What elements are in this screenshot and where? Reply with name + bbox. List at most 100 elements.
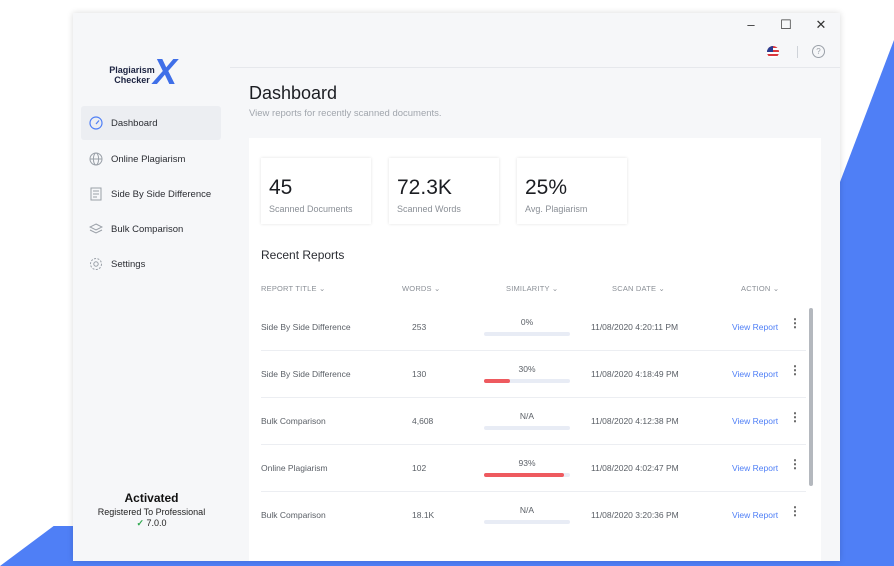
column-header-words[interactable]: WORDS ⌄ <box>402 284 441 293</box>
similarity-bar <box>484 473 570 477</box>
logo-line2: Checker <box>114 75 150 85</box>
minimize-button[interactable]: – <box>747 17 755 32</box>
stat-card-scanned-documents: 45 Scanned Documents <box>261 158 371 224</box>
stat-label: Scanned Words <box>397 204 461 214</box>
word-count: 253 <box>412 322 427 332</box>
table-row: Side By Side Difference 130 30% 11/08/20… <box>261 350 806 398</box>
scan-date: 11/08/2020 4:12:38 PM <box>591 416 679 426</box>
logo-line1: Plagiarism <box>109 65 155 75</box>
sidebar-item-label: Settings <box>111 258 146 270</box>
table-row: Online Plagiarism 102 93% 11/08/2020 4:0… <box>261 444 806 492</box>
scan-date: 11/08/2020 3:20:36 PM <box>591 510 679 520</box>
more-options-icon[interactable]: ⋮ <box>789 363 801 377</box>
app-window: – ☐ ✕ Plagiarism Checker X Dashboard O <box>73 13 840 561</box>
report-title: Online Plagiarism <box>261 463 328 473</box>
word-count: 18.1K <box>412 510 435 520</box>
similarity-value: N/A <box>519 505 535 515</box>
sidebar-item-label: Online Plagiarism <box>111 153 186 165</box>
scrollbar-thumb[interactable] <box>809 308 813 486</box>
column-header-similarity[interactable]: SIMILARITY ⌄ <box>506 284 559 293</box>
column-header-action[interactable]: ACTION ⌄ <box>741 284 780 293</box>
sidebar-item-label: Side By Side Difference <box>111 188 212 200</box>
view-report-link[interactable]: View Report <box>732 322 779 332</box>
recent-reports-heading: Recent Reports <box>261 248 345 262</box>
similarity-value: 0% <box>520 317 534 327</box>
table-row: Bulk Comparison 4,608 N/A 11/08/2020 4:1… <box>261 397 806 445</box>
title-bar: – ☐ ✕ <box>73 13 840 37</box>
similarity-bar <box>484 332 570 336</box>
view-report-link[interactable]: View Report <box>732 463 779 473</box>
close-button[interactable]: ✕ <box>815 17 827 32</box>
column-header-scan-date[interactable]: SCAN DATE ⌄ <box>612 284 665 293</box>
column-header-report-title[interactable]: REPORT TITLE ⌄ <box>261 284 326 293</box>
scan-date: 11/08/2020 4:18:49 PM <box>591 369 679 379</box>
similarity-bar <box>484 520 570 524</box>
stat-card-scanned-words: 72.3K Scanned Words <box>389 158 499 224</box>
stat-label: Scanned Documents <box>269 204 353 214</box>
view-report-link[interactable]: View Report <box>732 369 779 379</box>
table-row: Side By Side Difference 253 0% 11/08/202… <box>261 303 806 351</box>
view-report-link[interactable]: View Report <box>732 416 779 426</box>
word-count: 4,608 <box>412 416 434 426</box>
layers-icon <box>89 223 103 234</box>
more-options-icon[interactable]: ⋮ <box>789 457 801 471</box>
sidebar-item-bulk-comparison[interactable]: Bulk Comparison <box>81 212 221 246</box>
similarity-value: N/A <box>519 411 535 421</box>
sidebar-item-settings[interactable]: Settings <box>81 247 221 281</box>
more-options-icon[interactable]: ⋮ <box>789 410 801 424</box>
gear-icon <box>90 258 102 270</box>
sidebar-item-label: Bulk Comparison <box>111 223 184 235</box>
stat-value: 25% <box>525 176 568 199</box>
scan-date: 11/08/2020 4:02:47 PM <box>591 463 679 473</box>
license-status: Activated Registered To Professional ✓ 7… <box>73 491 230 529</box>
sidebar-item-side-by-side[interactable]: Side By Side Difference <box>81 177 221 211</box>
background-shape-right <box>834 40 894 566</box>
sidebar-item-online-plagiarism[interactable]: Online Plagiarism <box>81 142 221 176</box>
report-title: Side By Side Difference <box>261 322 351 332</box>
gauge-icon <box>89 116 103 130</box>
sidebar-item-label: Dashboard <box>111 117 158 129</box>
version-line: ✓ 7.0.0 <box>73 518 230 529</box>
view-report-link[interactable]: View Report <box>732 510 779 520</box>
word-count: 102 <box>412 463 427 473</box>
sidebar-item-dashboard[interactable]: Dashboard <box>81 106 221 140</box>
similarity-bar <box>484 379 570 383</box>
more-options-icon[interactable]: ⋮ <box>789 316 801 330</box>
report-title: Side By Side Difference <box>261 369 351 379</box>
stat-card-avg-plagiarism: 25% Avg. Plagiarism <box>517 158 627 224</box>
top-bar: ? <box>230 37 840 68</box>
report-title: Bulk Comparison <box>261 416 326 426</box>
stat-label: Avg. Plagiarism <box>525 204 588 214</box>
similarity-bar <box>484 426 570 430</box>
registration-line: Registered To Professional <box>97 507 206 517</box>
similarity-value: 30% <box>518 364 536 374</box>
maximize-button[interactable]: ☐ <box>780 17 792 32</box>
table-row: Bulk Comparison 18.1K N/A 11/08/2020 3:2… <box>261 491 806 538</box>
similarity-bar-fill <box>484 473 564 477</box>
sidebar: Plagiarism Checker X Dashboard Online Pl… <box>73 37 230 561</box>
scan-date: 11/08/2020 4:20:11 PM <box>591 322 679 332</box>
help-icon[interactable]: ? <box>812 45 825 58</box>
page-title: Dashboard <box>249 83 338 103</box>
document-icon <box>90 187 102 201</box>
us-flag-icon[interactable] <box>767 46 779 58</box>
dashboard-card: 45 Scanned Documents 72.3K Scanned Words… <box>249 138 821 561</box>
stat-value: 45 <box>269 176 293 199</box>
globe-icon <box>89 152 103 166</box>
activation-title: Activated <box>124 491 179 505</box>
similarity-value: 93% <box>518 458 536 468</box>
report-title: Bulk Comparison <box>261 510 326 520</box>
word-count: 130 <box>412 369 427 379</box>
page-subtitle: View reports for recently scanned docume… <box>249 108 442 119</box>
scrollbar[interactable] <box>809 308 813 548</box>
stat-value: 72.3K <box>397 176 452 199</box>
main-content: ? Dashboard View reports for recently sc… <box>230 37 840 561</box>
checkmark-icon: ✓ <box>136 518 144 528</box>
app-logo: Plagiarism Checker X <box>97 53 197 93</box>
more-options-icon[interactable]: ⋮ <box>789 504 801 518</box>
logo-x-mark: X <box>153 51 178 92</box>
version-number: 7.0.0 <box>146 518 167 528</box>
similarity-bar-fill <box>484 379 510 383</box>
divider <box>797 46 798 58</box>
logo-text: Plagiarism Checker <box>107 65 157 85</box>
